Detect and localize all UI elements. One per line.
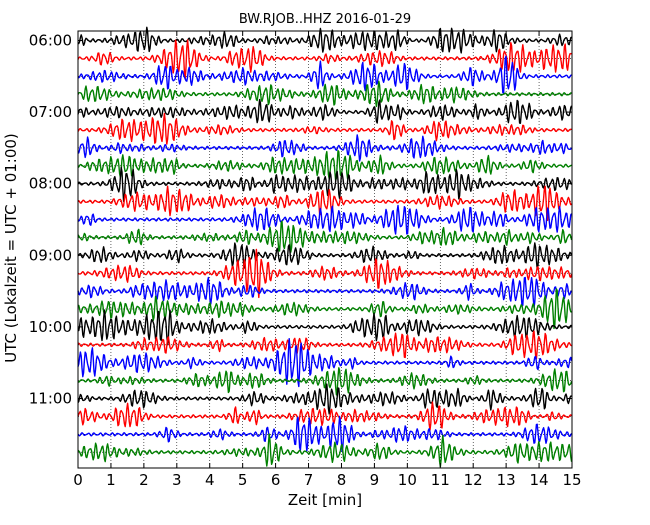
- x-tick-label: 4: [205, 471, 215, 489]
- x-tick-label: 8: [337, 471, 347, 489]
- x-tick-label: 14: [530, 471, 549, 489]
- seismogram-trace: [77, 166, 573, 202]
- seismogram-trace: [77, 112, 572, 145]
- x-tick-label: 3: [172, 471, 182, 489]
- x-tick-label: 15: [562, 471, 581, 489]
- seismogram-trace: [77, 248, 573, 299]
- traces: [77, 26, 573, 468]
- seismogram-trace: [77, 242, 573, 270]
- chart-title: BW.RJOB..HHZ 2016-01-29: [239, 12, 411, 27]
- seismogram-trace: [77, 98, 573, 124]
- x-tick-label: 10: [398, 471, 417, 489]
- seismogram-trace: [77, 288, 572, 330]
- seismogram-trace: [77, 433, 573, 468]
- seismogram-trace: [77, 39, 572, 80]
- y-tick-label: 09:00: [29, 246, 72, 264]
- x-tick-label: 2: [139, 471, 149, 489]
- seismogram-trace: [77, 204, 573, 235]
- x-axis-label: Zeit [min]: [288, 491, 362, 509]
- y-axis-label: UTC (Lokalzeit = UTC + 01:00): [2, 133, 20, 363]
- seismogram-trace: [77, 367, 573, 396]
- seismogram-trace: [77, 80, 572, 108]
- y-tick-label: 10:00: [29, 318, 72, 336]
- seismogram-trace: [77, 134, 573, 162]
- y-tick-label: 11:00: [29, 390, 72, 408]
- x-tick-label: 1: [106, 471, 116, 489]
- seismogram-trace: [77, 149, 572, 182]
- y-axis-ticks: 06:00 07:00 08:00 09:00 10:00 11:00: [29, 32, 572, 408]
- seismogram-trace: [77, 55, 572, 95]
- seismogram-trace: [77, 401, 573, 431]
- x-tick-label: 9: [370, 471, 380, 489]
- seismogram-trace: [77, 415, 573, 452]
- x-tick-label: 12: [464, 471, 483, 489]
- seismogram-trace: [77, 220, 573, 253]
- x-axis-ticks: 0 1 2 3 4 5 6 7 8 9 10 11 12 13 14 15: [73, 31, 582, 489]
- seismogram-trace: [77, 383, 572, 415]
- seismogram-trace: [77, 26, 573, 54]
- y-tick-label: 06:00: [29, 32, 72, 50]
- plot-frame: [77, 30, 573, 469]
- x-tick-label: 11: [431, 471, 450, 489]
- x-tick-label: 7: [304, 471, 314, 489]
- seismogram-trace: [77, 309, 572, 346]
- seismogram-trace: [77, 276, 573, 309]
- seismogram-trace: [77, 337, 573, 388]
- x-tick-label: 5: [238, 471, 248, 489]
- x-tick-label: 6: [271, 471, 281, 489]
- x-tick-label: 13: [497, 471, 516, 489]
- seismogram-trace: [77, 330, 572, 360]
- y-tick-label: 08:00: [29, 175, 72, 193]
- x-tick-label: 0: [73, 471, 83, 489]
- y-tick-label: 07:00: [29, 103, 72, 121]
- seismogram-trace: [77, 185, 573, 222]
